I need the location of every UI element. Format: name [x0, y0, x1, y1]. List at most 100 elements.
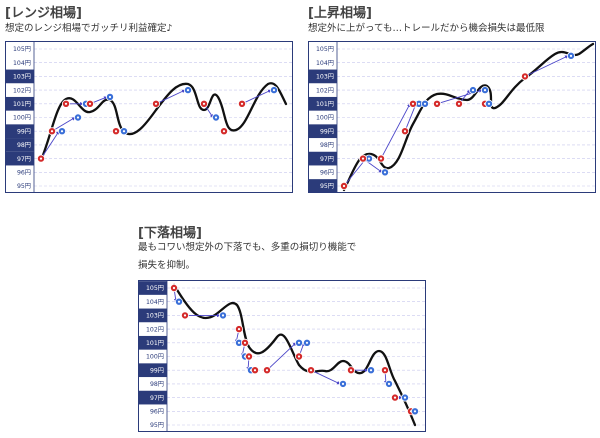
exit-marker-dot: [108, 95, 112, 99]
uptrend-chart-svg: 105円 104円 103円 102円 101円 100円 99円 98円 97円 96円 95円: [309, 42, 595, 193]
panel-title: [下落相場]: [138, 226, 202, 241]
entry-marker-dot: [309, 369, 313, 372]
entry-marker-dot: [64, 102, 68, 105]
exit-marker-dot: [341, 382, 345, 385]
y-tick-label: 101円: [146, 340, 164, 347]
y-tick-label: 103円: [146, 313, 164, 320]
y-tick-label: 99円: [17, 128, 31, 135]
exit-marker-dot: [413, 410, 417, 413]
exit-marker-dot: [237, 341, 241, 344]
y-tick-label: 96円: [150, 409, 164, 416]
axis-band-highlight: [139, 308, 167, 323]
trade-arrow: [266, 342, 297, 371]
entry-marker-dot: [247, 355, 251, 358]
axis-band-highlight: [6, 151, 34, 166]
axis-band-highlight: [139, 335, 167, 350]
y-tick-label: 100円: [146, 354, 164, 361]
entry-marker-dot: [265, 369, 269, 372]
exit-marker-dot: [483, 89, 487, 92]
entry-marker-dot: [202, 102, 206, 105]
exit-marker-dot: [487, 102, 491, 105]
y-tick-label: 98円: [320, 142, 334, 149]
exit-marker-dot: [177, 300, 181, 303]
panel-description-line-1: 最もコワい想定外の下落でも、多重の損切り機能で: [138, 242, 357, 253]
entry-marker-dot: [88, 102, 92, 105]
y-tick-label: 102円: [146, 326, 164, 333]
entry-marker-dot: [342, 184, 346, 188]
y-tick-label: 100円: [316, 115, 334, 122]
trade-arrow: [40, 130, 60, 159]
y-tick-label: 104円: [13, 60, 31, 67]
y-tick-label: 105円: [13, 46, 31, 53]
exit-marker-dot: [272, 89, 276, 92]
axis-band-highlight: [309, 124, 337, 139]
entry-marker-dot: [237, 328, 241, 331]
exit-marker-dot: [221, 314, 225, 317]
panel-description-line-2: 損失を抑制。: [138, 260, 196, 271]
entry-marker-dot: [379, 157, 383, 160]
exit-marker-dot: [214, 116, 218, 119]
axis-band-highlight: [139, 390, 167, 405]
y-tick-label: 105円: [146, 285, 164, 292]
y-tick-label: 98円: [17, 142, 31, 149]
exit-marker-dot: [305, 341, 309, 344]
trade-arrow: [155, 89, 186, 105]
trade-arrow: [380, 103, 411, 159]
trade-arrow: [524, 55, 569, 77]
uptrend-chart: 105円 104円 103円 102円 101円 100円 99円 98円 97円 96円 95円: [308, 41, 596, 193]
axis-band-highlight: [6, 96, 34, 111]
y-tick-label: 97円: [320, 156, 334, 163]
entry-marker-dot: [349, 369, 353, 372]
y-tick-label: 99円: [150, 367, 164, 374]
entry-marker-dot: [183, 314, 187, 317]
axis-band-highlight: [309, 151, 337, 166]
entry-marker-dot: [114, 130, 118, 133]
exit-marker-dot: [403, 396, 407, 399]
price-line: [172, 283, 417, 427]
y-tick-label: 95円: [150, 422, 164, 429]
entry-marker-dot: [172, 286, 176, 290]
y-tick-label: 95円: [17, 183, 31, 190]
trade-arrow: [310, 369, 341, 385]
y-tick-label: 95円: [320, 183, 334, 190]
panel-description: 想定外に上がっても…トレールだから機会損失は最低限: [308, 23, 545, 34]
y-tick-label: 98円: [150, 381, 164, 388]
entry-marker-dot: [297, 355, 301, 358]
y-tick-label: 103円: [316, 74, 334, 81]
y-tick-label: 104円: [316, 60, 334, 67]
exit-marker-dot: [122, 130, 126, 133]
entry-marker-dot: [243, 341, 247, 344]
entry-marker-dot: [39, 157, 43, 160]
exit-marker-dot: [76, 116, 80, 119]
y-tick-label: 96円: [17, 170, 31, 177]
y-tick-label: 105円: [316, 46, 334, 53]
axis-band-highlight: [309, 179, 337, 193]
axis-band-highlight: [6, 69, 34, 84]
y-tick-label: 101円: [13, 101, 31, 108]
y-tick-label: 99円: [320, 128, 334, 135]
panel-title: [レンジ相場]: [5, 6, 82, 21]
exit-marker-dot: [417, 102, 421, 105]
exit-marker-dot: [569, 54, 573, 57]
entry-marker-dot: [411, 102, 415, 105]
y-tick-label: 96円: [320, 170, 334, 177]
axis-band-highlight: [139, 281, 167, 295]
exit-marker-dot: [383, 171, 387, 174]
range-chart: 105円 104円 103円 102円 101円 100円 99円 98円 97円 96円 95円: [5, 41, 293, 193]
entry-marker-dot: [50, 130, 54, 133]
entry-marker-dot: [154, 102, 158, 105]
trade-arrow: [404, 103, 417, 132]
entry-marker-dot: [523, 75, 527, 78]
exit-marker-dot: [471, 89, 475, 92]
axis-band-highlight: [6, 138, 34, 152]
trade-arrow: [343, 158, 367, 187]
price-line: [39, 82, 288, 162]
axis-band-highlight: [139, 363, 167, 378]
exit-marker-dot: [367, 157, 371, 160]
trade-arrow: [51, 117, 76, 132]
exit-marker-dot: [186, 89, 190, 92]
y-tick-label: 97円: [150, 395, 164, 402]
entry-marker-dot: [253, 369, 257, 372]
trade-arrow: [241, 89, 272, 105]
downtrend-chart-svg: 105円 104円 103円 102円 101円 100円 99円 98円 97円 96円 95円: [139, 281, 425, 431]
